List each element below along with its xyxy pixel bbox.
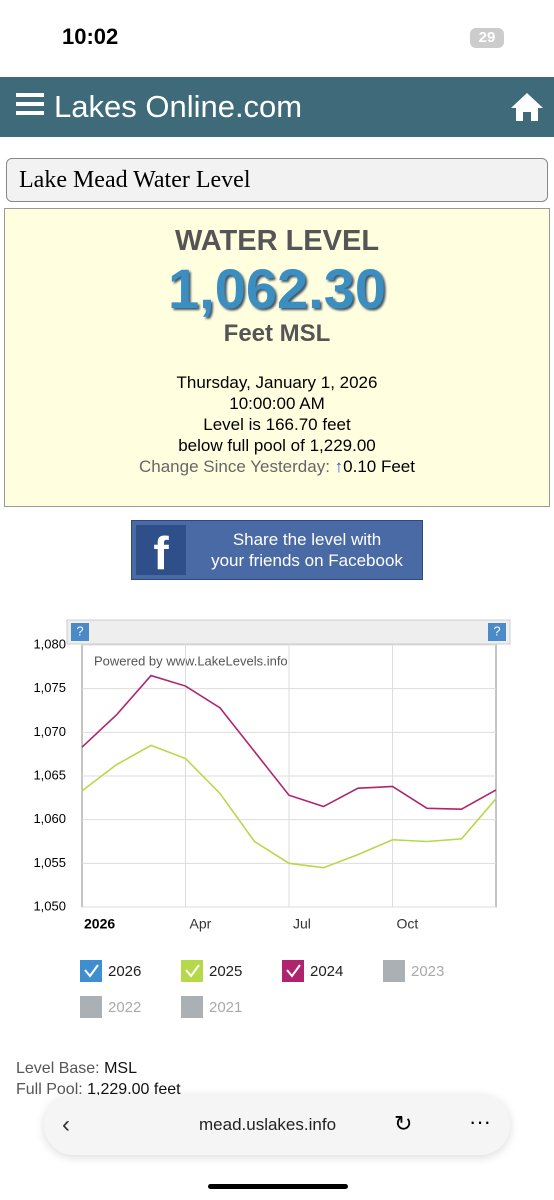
line2: below full pool of 1,229.00 xyxy=(178,436,376,455)
arrow: ↑ xyxy=(334,457,344,476)
unit: Feet MSL xyxy=(223,320,331,347)
check xyxy=(84,964,99,978)
info-label: Level Base: xyxy=(16,1060,100,1077)
time: 10:00:00 AM xyxy=(229,394,325,413)
help[interactable] xyxy=(71,623,89,641)
series-line xyxy=(81,674,497,810)
info-value: 1,229.00 feet xyxy=(87,1081,181,1098)
browser-bar: ‹ mead.uslakes.info ↻ ··· xyxy=(44,1095,510,1155)
chart: ? ? Powered by www.LakeLevels.info 1,050 1… xyxy=(33,619,511,1018)
x-tick-label: Jul xyxy=(293,916,311,932)
x-tick-label: 2026 xyxy=(84,916,115,932)
annotation: Powered by www.LakeLevels.info xyxy=(94,653,288,668)
facebook-share[interactable]: f Share the level with your friends on Fa… xyxy=(131,520,423,580)
y-tick-label: 1,070 xyxy=(33,724,66,739)
legend-label: 2021 xyxy=(209,999,242,1016)
legend-checkbox xyxy=(80,996,102,1018)
fb-line2: your friends on Facebook xyxy=(211,551,403,570)
y-tick-label: 1,080 xyxy=(33,636,66,651)
legend-label: 2026 xyxy=(108,963,141,980)
change-value: 0.10 Feet xyxy=(343,457,415,476)
legend-checkbox xyxy=(383,960,405,982)
y-tick-label: 1,055 xyxy=(33,855,66,870)
legend-label: 2022 xyxy=(108,999,141,1016)
back[interactable]: ‹ xyxy=(62,1111,70,1138)
legend-label: 2025 xyxy=(209,963,242,980)
legend-checkbox xyxy=(181,960,203,982)
x-tick-label: Apr xyxy=(190,916,212,932)
chart-toolbar xyxy=(66,619,511,645)
logo[interactable]: Lakes Online.com xyxy=(54,89,303,124)
y-tick-label: 1,060 xyxy=(33,811,66,826)
level-panel: WATER LEVEL 1,062.30 Feet MSL Thursday, … xyxy=(4,208,550,507)
more[interactable]: ··· xyxy=(469,1109,491,1134)
info: Level Base: MSL Full Pool: 1,229.00 feet xyxy=(16,1058,181,1100)
help-q: ? xyxy=(493,623,500,638)
fb-icon: f xyxy=(136,525,186,579)
check xyxy=(185,964,200,978)
line1: Level is 166.70 feet xyxy=(203,415,351,434)
reload[interactable]: ↻ xyxy=(394,1111,413,1136)
x-tick-label: Oct xyxy=(397,916,419,932)
menu[interactable] xyxy=(16,93,44,115)
home[interactable] xyxy=(510,91,544,123)
series-line xyxy=(81,744,497,869)
info-label: Full Pool: xyxy=(16,1081,83,1098)
battery: 29 xyxy=(470,28,504,48)
legend-label: 2023 xyxy=(411,963,444,980)
level: 1,062.30 xyxy=(168,257,386,320)
heading: WATER LEVEL xyxy=(174,225,380,257)
info-value: MSL xyxy=(104,1060,137,1077)
legend-checkbox xyxy=(181,996,203,1018)
info-row: Full Pool: 1,229.00 feet xyxy=(16,1079,181,1100)
check xyxy=(286,964,301,978)
y-tick-label: 1,065 xyxy=(33,767,66,782)
info-row: Level Base: MSL xyxy=(16,1058,181,1079)
y-tick-label: 1,050 xyxy=(33,898,66,913)
y-tick-label: 1,075 xyxy=(33,680,66,695)
legend-checkbox xyxy=(80,960,102,982)
legend-checkbox xyxy=(282,960,304,982)
date: Thursday, January 1, 2026 xyxy=(176,373,378,392)
fb-line1: Share the level with xyxy=(232,530,382,549)
site-header: Lakes Online.com xyxy=(0,77,554,137)
page-title: Lake Mead Water Level xyxy=(6,158,548,202)
home-indicator xyxy=(208,1184,348,1189)
help-q: ? xyxy=(76,623,83,638)
legend-label: 2024 xyxy=(310,963,343,980)
help[interactable] xyxy=(488,623,506,641)
change-label: Change Since Yesterday: xyxy=(139,457,330,476)
status-time: 10:02 xyxy=(62,24,119,49)
url[interactable]: mead.uslakes.info xyxy=(199,1115,337,1134)
